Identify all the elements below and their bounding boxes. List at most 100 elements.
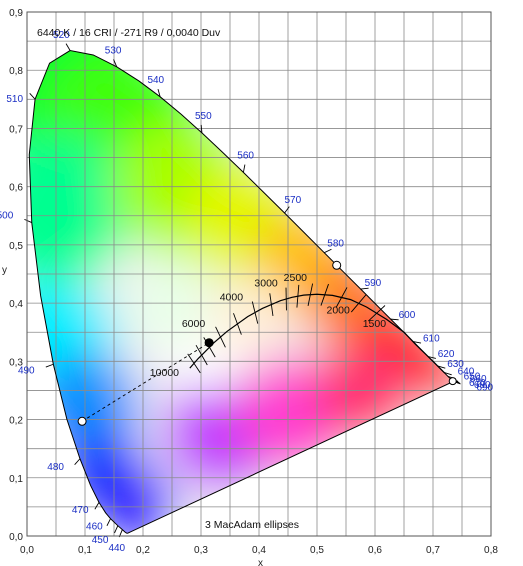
white-point-marker [204, 338, 214, 348]
chart-title: 6440 K / 16 CRI / -271 R9 / 0,0040 Duv [37, 27, 221, 39]
cct-label: 4000 [220, 292, 244, 304]
wavelength-tick [200, 124, 203, 133]
planckian-curve [189, 293, 446, 374]
wavelength-label: 630 [447, 359, 464, 370]
isotemperature-tick [296, 284, 300, 308]
x-tick-label: 0,1 [78, 545, 92, 556]
wavelength-tick [74, 458, 81, 466]
wavelength-label: 540 [147, 75, 164, 86]
wavelength-label: 450 [92, 535, 109, 546]
wavelength-tick [284, 206, 290, 214]
wavelength-tick [324, 248, 332, 254]
x-tick-label: 0,4 [252, 545, 266, 556]
wavelength-label: 510 [6, 94, 23, 105]
y-tick-label: 0,3 [9, 357, 23, 368]
cct-labels: 10000 6000 4000 3000 2500 2000 1500 [150, 272, 386, 379]
wavelength-label: 560 [237, 151, 254, 162]
wavelength-label: 640 [458, 366, 475, 377]
y-tick-label: 0,1 [9, 474, 23, 485]
x-tick-label: 0,6 [368, 545, 382, 556]
x-tick-label: 0,7 [426, 545, 440, 556]
isotemperature-tick [368, 305, 386, 322]
wavelength-tick [106, 518, 111, 527]
cct-label: 10000 [150, 367, 179, 379]
wavelength-label: 590 [365, 278, 382, 289]
color-blob [207, 274, 288, 355]
wavelength-label: 660 [470, 374, 487, 385]
x-tick-label: 0,8 [484, 545, 498, 556]
wavelength-tick [157, 89, 161, 97]
wavelength-label: 670 [469, 378, 486, 389]
wavelength-label: 680 [474, 380, 491, 391]
plot-frame [26, 11, 492, 537]
dashed-line [81, 342, 210, 422]
wavelength-label: 480 [47, 462, 64, 473]
wavelength-label: 570 [285, 195, 302, 206]
y-tick-label: 0,0 [9, 532, 23, 543]
y-tick-label: 0,5 [9, 241, 23, 252]
y-tick-label: 0,2 [9, 416, 23, 427]
wavelength-tick [437, 365, 446, 369]
cct-label: 2000 [326, 304, 350, 316]
isotemperature-tick [251, 301, 259, 324]
wavelength-label: 610 [423, 333, 440, 344]
wavelength-tick [29, 92, 36, 100]
x-tick-label: 0,3 [194, 545, 208, 556]
wavelength-tick [443, 372, 452, 376]
axis-tick-labels: 0,0 0,1 0,2 0,3 0,4 0,5 0,6 0,7 0,8 0,0 0,1 0,2 0,3 0… [9, 8, 498, 556]
planckian-locus [187, 283, 446, 374]
wavelength-label: 490 [18, 366, 35, 377]
wavelength-tick [390, 318, 399, 321]
chart-points [77, 260, 457, 426]
x-tick-label: 0,0 [20, 545, 34, 556]
y-tick-label: 0,7 [9, 124, 23, 135]
grid-lines [27, 12, 491, 536]
y-axis-label: y [2, 265, 7, 276]
wavelength-tick [360, 287, 369, 290]
y-tick-label: 0,9 [9, 8, 23, 19]
isotemperature-tick [350, 294, 367, 313]
isotemperature-tick [195, 344, 208, 366]
wavelength-label: 600 [399, 310, 416, 321]
isotemperature-tick [187, 353, 201, 374]
isotemperature-tick [335, 287, 348, 308]
wavelength-label: 520 [53, 30, 70, 41]
wavelength-label: 620 [438, 349, 455, 360]
isotemperature-tick [233, 313, 242, 335]
x-tick-label: 0,2 [136, 545, 150, 556]
wavelength-label: 460 [86, 522, 103, 533]
y-tick-label: 0,6 [9, 183, 23, 194]
dominant-wavelength-line [81, 342, 210, 422]
x-axis-label: x [258, 558, 263, 566]
cct-label: 1500 [363, 318, 387, 330]
wavelength-tick [113, 59, 118, 67]
dominant-point-marker [332, 260, 342, 270]
spectral-locus-outline [28, 50, 454, 534]
wavelength-label: 530 [105, 46, 122, 57]
wavelength-label: 650 [464, 372, 481, 383]
wavelength-tick [413, 341, 422, 344]
cct-label: 3000 [254, 278, 278, 290]
wavelength-tick [65, 43, 71, 51]
cct-label: 2500 [284, 272, 308, 284]
wavelength-tick [24, 218, 32, 223]
wavelength-label: 690 [476, 383, 493, 394]
complementary-point-marker [77, 416, 87, 426]
isotemperature-tick [307, 283, 314, 306]
wavelength-label: 440 [108, 543, 125, 554]
wavelength-tick [427, 356, 436, 359]
wavelength-tick [242, 164, 246, 173]
wavelength-label: 470 [72, 505, 89, 516]
cct-label: 6000 [182, 318, 206, 330]
wavelength-label: 500 [0, 211, 14, 222]
wavelength-label: 580 [327, 238, 344, 249]
wavelength-tick [94, 502, 100, 510]
macadam-note: 3 MacAdam ellipses [205, 519, 299, 531]
x-tick-label: 0,5 [310, 545, 324, 556]
wavelength-tick [114, 525, 119, 534]
wavelength-label: 550 [195, 111, 212, 122]
y-tick-label: 0,4 [9, 299, 23, 310]
isotemperature-tick [320, 283, 329, 306]
